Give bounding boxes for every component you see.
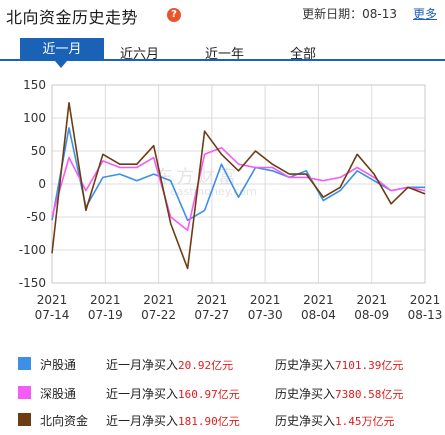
update-date: 更新日期：08-13 [302, 7, 397, 21]
header-bar: 北向资金历史走势 ? 更新日期：08-13 更多 [0, 0, 445, 30]
legend: 沪股通 近一月净买入20.92亿元 历史净买入7101.39亿元 深股通 近一月… [0, 348, 445, 435]
watermark-cn: 东方财富 [155, 167, 239, 188]
x-tick-year: 2021 [410, 293, 441, 307]
x-tick-date: 07-14 [35, 308, 70, 322]
tab-6-months[interactable]: 近六月 [120, 47, 160, 62]
more-link[interactable]: 更多 [412, 7, 437, 21]
history-net: 历史净买入1.45万亿元 [275, 414, 395, 428]
legend-row: 深股通 近一月净买入160.97亿元 历史净买入7380.58亿元 [0, 381, 445, 405]
y-tick-label: -100 [19, 243, 46, 257]
x-tick-date: 07-19 [88, 308, 123, 322]
y-tick-label: -150 [19, 276, 46, 290]
x-tick-year: 2021 [250, 293, 281, 307]
x-tick-date: 08-13 [408, 308, 443, 322]
watermark-en: eastmoney.com [170, 185, 257, 198]
history-chart[interactable]: 150100500-50-100-150202107-14202107-1920… [0, 0, 445, 348]
series-line [51, 146, 426, 231]
series-swatch [18, 386, 31, 399]
x-tick-date: 07-22 [141, 308, 176, 322]
y-tick-label: -50 [26, 210, 46, 224]
y-tick-label: 100 [23, 111, 46, 125]
x-tick-year: 2021 [90, 293, 121, 307]
tab-all[interactable]: 全部 [290, 47, 317, 62]
question-circle-icon[interactable]: ? [167, 8, 181, 22]
x-tick-year: 2021 [356, 293, 387, 307]
y-tick-label: 0 [38, 177, 46, 191]
active-tab-caret [55, 61, 67, 68]
x-tick-year: 2021 [37, 293, 68, 307]
x-tick-date: 08-09 [354, 308, 389, 322]
x-tick-year: 2021 [143, 293, 174, 307]
x-tick-year: 2021 [303, 293, 334, 307]
tab-1-year[interactable]: 近一年 [205, 47, 245, 62]
y-tick-label: 50 [31, 144, 46, 158]
series-name: 深股通 [40, 387, 77, 401]
month-net: 近一月净买入160.97亿元 [106, 387, 240, 401]
x-tick-date: 07-27 [194, 308, 229, 322]
legend-row: 北向资金 近一月净买入181.90亿元 历史净买入1.45万亿元 [0, 408, 445, 432]
legend-row: 沪股通 近一月净买入20.92亿元 历史净买入7101.39亿元 [0, 352, 445, 376]
series-name: 沪股通 [40, 358, 77, 372]
x-tick-date: 08-04 [301, 308, 336, 322]
series-line [51, 127, 425, 222]
series-name: 北向资金 [40, 414, 89, 428]
page-title: 北向资金历史走势 [6, 8, 139, 27]
tabs-underline [0, 59, 445, 61]
x-tick-date: 07-30 [248, 308, 283, 322]
y-tick-label: 150 [23, 78, 46, 92]
history-net: 历史净买入7101.39亿元 [275, 358, 404, 372]
plot-frame [51, 84, 426, 284]
history-net: 历史净买入7380.58亿元 [275, 387, 404, 401]
tab-1-month[interactable]: 近一月 [20, 38, 104, 61]
series-line [51, 102, 426, 270]
month-net: 近一月净买入181.90亿元 [106, 414, 240, 428]
x-tick-year: 2021 [197, 293, 228, 307]
series-swatch [18, 357, 31, 370]
month-net: 近一月净买入20.92亿元 [106, 358, 234, 372]
series-swatch [18, 413, 31, 426]
